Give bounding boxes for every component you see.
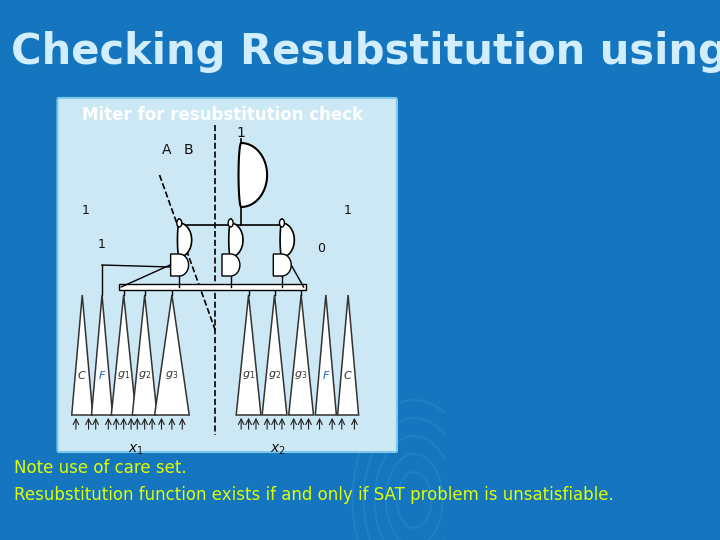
Polygon shape bbox=[155, 295, 189, 415]
Text: 1: 1 bbox=[81, 204, 89, 217]
Text: $x_2$: $x_2$ bbox=[270, 443, 286, 457]
Polygon shape bbox=[289, 295, 313, 415]
Polygon shape bbox=[91, 295, 112, 415]
Circle shape bbox=[177, 219, 181, 227]
Polygon shape bbox=[177, 223, 192, 257]
Polygon shape bbox=[222, 254, 240, 276]
Polygon shape bbox=[171, 254, 189, 276]
Polygon shape bbox=[238, 143, 267, 207]
Text: $g_1$: $g_1$ bbox=[242, 369, 255, 381]
Polygon shape bbox=[262, 295, 287, 415]
Text: $g_3$: $g_3$ bbox=[165, 369, 179, 381]
Polygon shape bbox=[132, 295, 157, 415]
Text: 1: 1 bbox=[237, 126, 246, 140]
Text: $g_2$: $g_2$ bbox=[268, 369, 281, 381]
FancyBboxPatch shape bbox=[119, 284, 306, 290]
Circle shape bbox=[228, 219, 233, 227]
Text: 1: 1 bbox=[98, 239, 106, 252]
Text: $x_1$: $x_1$ bbox=[128, 443, 144, 457]
Polygon shape bbox=[338, 295, 359, 415]
Text: 0: 0 bbox=[317, 241, 325, 254]
Polygon shape bbox=[229, 223, 243, 257]
Text: Miter for resubstitution check: Miter for resubstitution check bbox=[82, 106, 363, 124]
Polygon shape bbox=[315, 295, 336, 415]
Text: $F$: $F$ bbox=[322, 369, 330, 381]
Polygon shape bbox=[274, 254, 291, 276]
Polygon shape bbox=[236, 295, 261, 415]
Text: Note use of care set.: Note use of care set. bbox=[14, 459, 186, 477]
Polygon shape bbox=[280, 223, 294, 257]
FancyBboxPatch shape bbox=[58, 98, 397, 452]
Text: B: B bbox=[184, 143, 194, 157]
Polygon shape bbox=[72, 295, 93, 415]
Text: $C$: $C$ bbox=[77, 369, 87, 381]
Text: A: A bbox=[162, 143, 171, 157]
Text: Checking Resubstitution using SAT: Checking Resubstitution using SAT bbox=[11, 31, 720, 73]
Text: $C$: $C$ bbox=[343, 369, 353, 381]
Circle shape bbox=[279, 219, 284, 227]
Text: $F$: $F$ bbox=[98, 369, 107, 381]
Polygon shape bbox=[112, 295, 136, 415]
Text: $g_1$: $g_1$ bbox=[117, 369, 130, 381]
Text: $g_2$: $g_2$ bbox=[138, 369, 151, 381]
Text: Resubstitution function exists if and only if SAT problem is unsatisfiable.: Resubstitution function exists if and on… bbox=[14, 486, 613, 504]
Text: $g_3$: $g_3$ bbox=[294, 369, 307, 381]
Text: 1: 1 bbox=[344, 204, 352, 217]
